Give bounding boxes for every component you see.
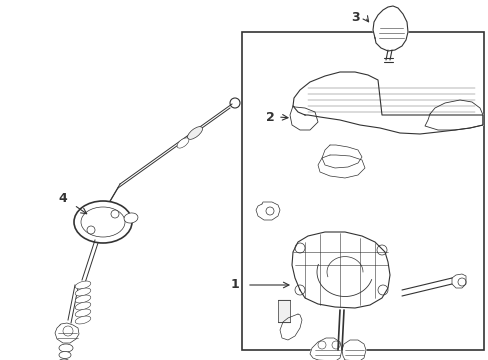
Ellipse shape bbox=[75, 295, 91, 303]
Polygon shape bbox=[372, 6, 407, 51]
Ellipse shape bbox=[74, 201, 132, 243]
Ellipse shape bbox=[59, 359, 69, 360]
Bar bbox=[242, 32, 483, 350]
Ellipse shape bbox=[177, 138, 188, 148]
Ellipse shape bbox=[187, 127, 202, 139]
Text: 2: 2 bbox=[265, 111, 274, 123]
Polygon shape bbox=[280, 314, 302, 340]
Circle shape bbox=[87, 226, 95, 234]
Ellipse shape bbox=[59, 351, 71, 359]
Ellipse shape bbox=[59, 344, 73, 352]
Circle shape bbox=[111, 210, 119, 218]
Ellipse shape bbox=[75, 309, 91, 317]
Polygon shape bbox=[256, 202, 280, 220]
Polygon shape bbox=[321, 145, 361, 168]
Polygon shape bbox=[292, 72, 482, 134]
Ellipse shape bbox=[75, 302, 91, 310]
Ellipse shape bbox=[75, 281, 91, 289]
Polygon shape bbox=[55, 323, 79, 343]
Text: 1: 1 bbox=[230, 279, 239, 292]
Polygon shape bbox=[309, 338, 341, 360]
Polygon shape bbox=[289, 106, 317, 130]
Polygon shape bbox=[451, 274, 465, 288]
Ellipse shape bbox=[124, 213, 138, 223]
Bar bbox=[278, 300, 289, 322]
Polygon shape bbox=[424, 100, 482, 130]
Ellipse shape bbox=[75, 316, 91, 324]
Ellipse shape bbox=[75, 288, 91, 296]
Polygon shape bbox=[317, 155, 364, 178]
Polygon shape bbox=[291, 232, 389, 308]
Text: 3: 3 bbox=[351, 10, 360, 23]
Polygon shape bbox=[341, 340, 365, 360]
Text: 4: 4 bbox=[59, 192, 67, 204]
